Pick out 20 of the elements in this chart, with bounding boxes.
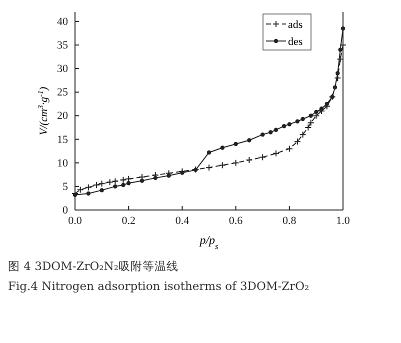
y-tick-label: 25 <box>57 86 68 99</box>
y-tick-label: 10 <box>57 157 68 170</box>
x-tick-label: 0.8 <box>282 214 297 227</box>
x-axis-title: p/p$_{s}$ <box>198 233 218 250</box>
y-tick-label: 20 <box>57 110 68 122</box>
x-tick-label: 1.0 <box>336 214 350 227</box>
y-tick-label: 35 <box>57 40 68 52</box>
x-tick-label: 0.0 <box>68 214 82 227</box>
x-tick-label: 0.2 <box>122 214 136 227</box>
x-tick-label: 0.6 <box>228 214 244 227</box>
legend-label: ads <box>288 19 303 31</box>
caption: Fig.4 Nitrogen adsorption isotherms of 3DOM-ZrO₂ <box>8 279 310 293</box>
y-tick-label: 5 <box>62 180 68 193</box>
y-tick-label: 0 <box>62 204 68 217</box>
y-tick-label: 30 <box>57 63 68 76</box>
legend-label: des <box>288 36 303 48</box>
y-tick-label: 15 <box>57 134 68 146</box>
x-tick-label: 0.4 <box>175 214 190 227</box>
caption: 图 4 3DOM-ZrO₂N₂吸附等温线 <box>8 259 178 273</box>
y-tick-label: 40 <box>57 16 68 28</box>
